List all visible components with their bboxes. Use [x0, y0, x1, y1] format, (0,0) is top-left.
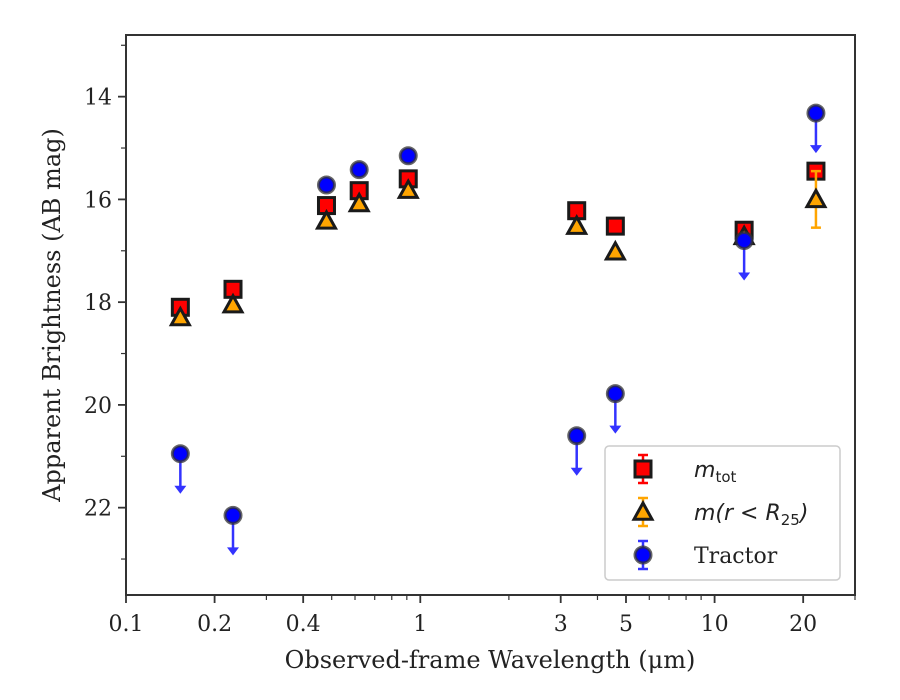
- data-point: [314, 208, 339, 230]
- data-point: [168, 305, 192, 327]
- x-tick-label: 0.4: [286, 612, 321, 637]
- legend-label: m(r < R25): [694, 501, 808, 529]
- data-point: [347, 191, 371, 213]
- x-axis-label: Observed-frame Wavelength (μm): [285, 646, 696, 674]
- data-point: [221, 292, 245, 314]
- y-tick-label: 20: [84, 394, 112, 419]
- legend-marker: [631, 499, 655, 521]
- y-tick-label: 18: [84, 291, 112, 316]
- x-tick-label: 0.1: [109, 612, 144, 637]
- y-tick-label: 14: [84, 86, 112, 111]
- data-point: [349, 160, 369, 180]
- data-marks: [168, 103, 828, 556]
- data-point: [603, 239, 627, 261]
- data-point: [806, 103, 826, 123]
- data-point: [804, 187, 828, 209]
- y-tick-label: 16: [84, 188, 112, 213]
- data-point: [567, 426, 587, 446]
- x-tick-label: 0.2: [197, 612, 232, 637]
- series-circle: [170, 103, 826, 556]
- legend-marker: [633, 459, 653, 479]
- data-point: [398, 146, 418, 166]
- data-point: [170, 444, 190, 464]
- upper-limit-arrowhead: [809, 145, 822, 154]
- legend: mtot m(r < R25) Tractor: [604, 445, 841, 581]
- data-point: [734, 231, 754, 251]
- series-square: [170, 161, 826, 317]
- x-tick-label: 3: [554, 612, 568, 637]
- upper-limit-arrowhead: [227, 547, 240, 556]
- series-triangle: [168, 169, 828, 327]
- legend-entry: m(r < R25): [631, 496, 808, 529]
- data-point: [316, 175, 336, 195]
- upper-limit-arrowhead: [174, 485, 187, 494]
- x-axis-ticks: 0.1 0.2 0.4 1 3 5 10 20: [109, 595, 856, 637]
- legend-marker: [633, 545, 653, 565]
- y-tick-label: 22: [84, 497, 112, 522]
- x-tick-label: 1: [413, 612, 427, 637]
- x-tick-label: 5: [619, 612, 633, 637]
- legend-entry: Tractor: [633, 539, 778, 571]
- y-axis-ticks: 14 16 18 20 22: [84, 44, 126, 560]
- data-point: [605, 384, 625, 404]
- legend-entry: mtot: [633, 453, 736, 486]
- upper-limit-arrowhead: [738, 272, 751, 281]
- x-tick-label: 10: [701, 612, 729, 637]
- plot-frame: [125, 34, 856, 596]
- data-point: [396, 178, 420, 199]
- legend-label: mtot: [694, 458, 736, 486]
- y-axis-label: Apparent Brightness (AB mag): [38, 128, 66, 503]
- upper-limit-arrowhead: [609, 425, 622, 434]
- x-tick-label: 20: [789, 612, 817, 637]
- data-point: [565, 214, 589, 235]
- legend-box: [604, 445, 841, 581]
- upper-limit-arrowhead: [570, 467, 583, 476]
- data-point: [605, 216, 625, 236]
- data-point: [223, 505, 243, 525]
- legend-label: Tractor: [694, 544, 778, 569]
